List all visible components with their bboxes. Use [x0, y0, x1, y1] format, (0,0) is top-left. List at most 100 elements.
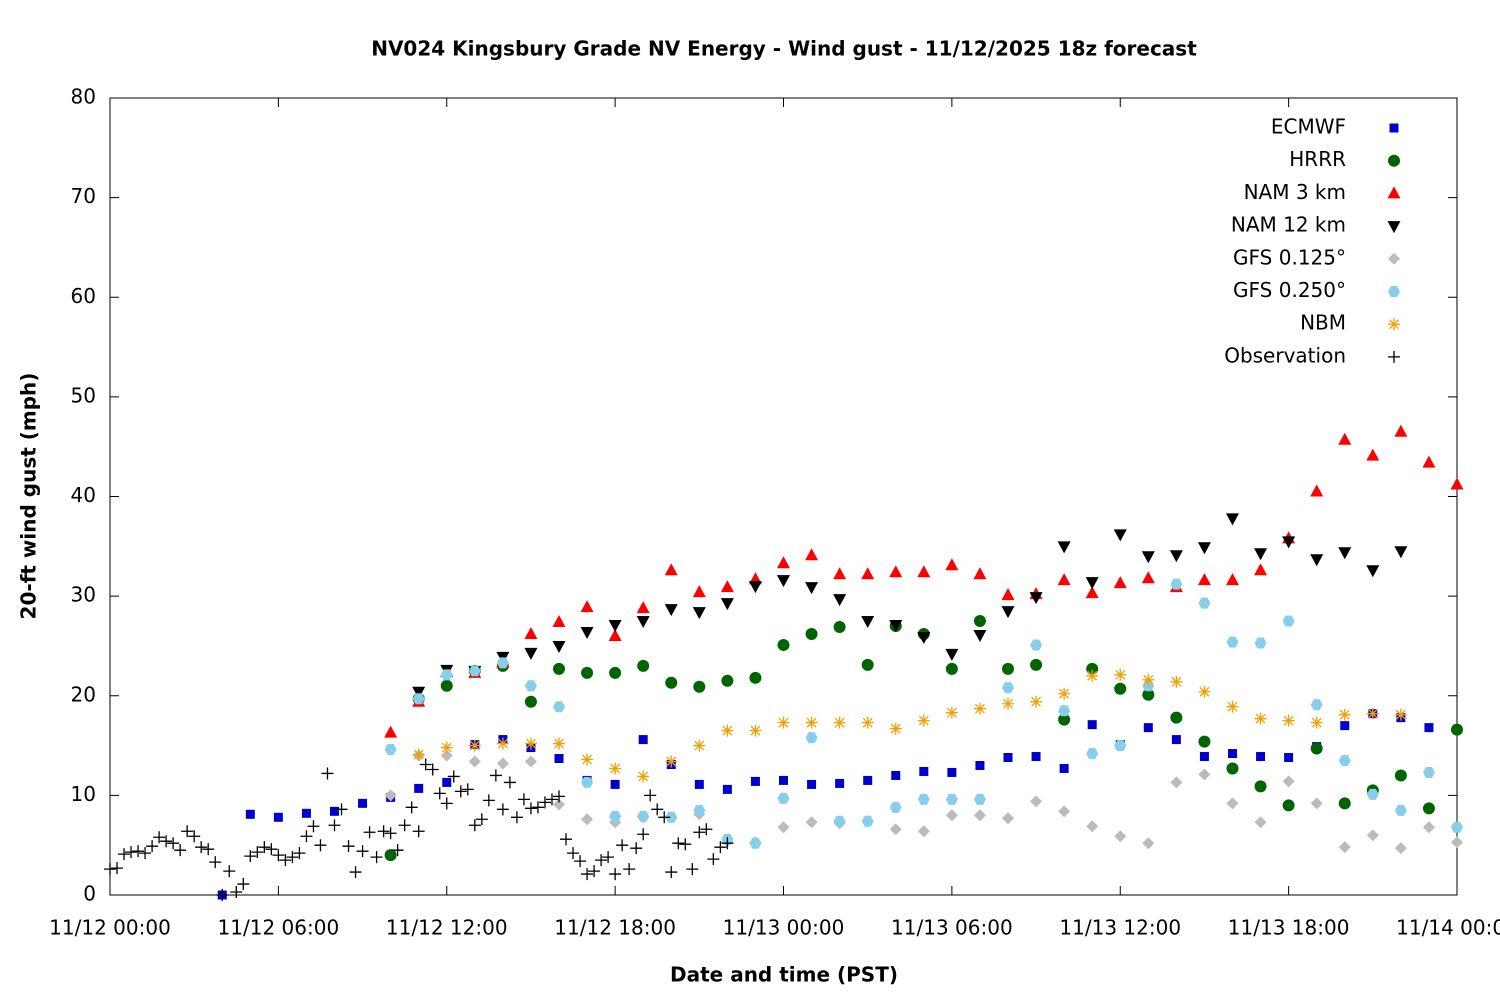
- data-point: [945, 793, 958, 805]
- data-point: [664, 563, 678, 576]
- data-point: [807, 779, 817, 789]
- data-point: [1282, 536, 1296, 549]
- data-point: [524, 755, 537, 768]
- data-point: [307, 820, 320, 833]
- legend-marker: [1388, 154, 1400, 167]
- data-point: [1113, 576, 1127, 589]
- data-point: [545, 793, 558, 806]
- data-point: [973, 629, 987, 642]
- data-point: [461, 783, 474, 796]
- data-point: [861, 567, 875, 580]
- data-point: [1451, 723, 1463, 736]
- data-point: [1057, 541, 1071, 554]
- data-point: [1310, 742, 1323, 755]
- data-point: [1338, 547, 1352, 560]
- data-point: [321, 767, 334, 780]
- data-point: [973, 702, 986, 715]
- data-point: [202, 843, 215, 856]
- data-point: [1114, 682, 1127, 695]
- data-point: [609, 762, 622, 775]
- data-point: [1366, 829, 1379, 842]
- data-point: [1282, 775, 1295, 788]
- data-point: [1058, 713, 1071, 726]
- legend-label: Observation: [1224, 343, 1346, 367]
- data-point: [777, 575, 790, 588]
- legend-label: NAM 12 km: [1231, 213, 1346, 237]
- data-point: [720, 598, 734, 611]
- data-point: [468, 739, 481, 752]
- data-point: [1087, 720, 1097, 730]
- data-point: [1394, 708, 1407, 721]
- x-tick-label: 11/12 06:00: [218, 916, 340, 940]
- data-point: [1170, 711, 1183, 724]
- data-point: [553, 662, 565, 675]
- data-point: [174, 844, 187, 857]
- data-point: [1338, 755, 1351, 767]
- data-point: [1002, 812, 1014, 825]
- data-point: [1284, 753, 1294, 763]
- data-point: [1198, 597, 1211, 609]
- data-point: [1282, 615, 1295, 627]
- data-point: [1256, 752, 1266, 762]
- data-point: [1058, 705, 1071, 717]
- x-tick-label: 11/12 12:00: [386, 916, 508, 940]
- data-point: [889, 722, 902, 735]
- data-point: [489, 769, 502, 782]
- data-point: [251, 846, 264, 859]
- data-point: [1199, 752, 1209, 762]
- data-point: [1002, 697, 1014, 710]
- data-point: [1171, 735, 1181, 745]
- data-point: [1394, 769, 1407, 782]
- legend-marker: [1388, 318, 1400, 331]
- data-point: [608, 628, 622, 641]
- data-point: [286, 851, 299, 864]
- data-point: [1394, 804, 1407, 816]
- data-point: [608, 620, 622, 633]
- data-point: [356, 845, 369, 858]
- data-point: [777, 638, 790, 651]
- data-point: [454, 785, 467, 798]
- data-point: [111, 862, 124, 875]
- data-point: [1197, 573, 1211, 586]
- data-point: [1142, 688, 1155, 701]
- data-point: [1366, 448, 1380, 461]
- data-point: [1254, 637, 1267, 649]
- x-tick-label: 11/13 00:00: [723, 916, 845, 940]
- data-point: [1310, 716, 1323, 729]
- data-point: [524, 680, 537, 692]
- data-point: [693, 826, 706, 839]
- data-point: [1170, 578, 1183, 590]
- data-point: [595, 854, 608, 867]
- data-point: [917, 565, 931, 578]
- y-axis-label: 20-ft wind gust (mph): [17, 373, 41, 620]
- data-point: [945, 558, 959, 571]
- data-point: [405, 801, 418, 814]
- data-point: [1394, 546, 1408, 559]
- data-point: [426, 763, 439, 776]
- data-point: [384, 744, 397, 756]
- y-tick-label: 10: [71, 782, 96, 806]
- data-point: [693, 739, 706, 752]
- data-point: [188, 830, 201, 843]
- data-point: [917, 825, 930, 838]
- data-point: [553, 737, 565, 750]
- data-point: [664, 604, 678, 617]
- data-point: [693, 804, 706, 816]
- data-point: [945, 648, 959, 661]
- legend-label: NAM 3 km: [1244, 180, 1346, 204]
- data-point: [223, 865, 236, 878]
- data-point: [244, 850, 257, 863]
- data-point: [377, 825, 390, 838]
- data-point: [861, 658, 874, 671]
- data-point: [665, 676, 678, 689]
- data-point: [328, 819, 341, 832]
- data-point: [861, 716, 874, 729]
- data-point: [973, 615, 986, 628]
- data-point: [440, 797, 453, 810]
- data-point: [833, 594, 847, 607]
- data-point: [153, 831, 166, 844]
- chart-title: NV024 Kingsbury Grade NV Energy - Wind g…: [371, 37, 1197, 61]
- data-point: [1030, 695, 1043, 708]
- data-point: [833, 815, 846, 827]
- data-point: [1142, 673, 1155, 686]
